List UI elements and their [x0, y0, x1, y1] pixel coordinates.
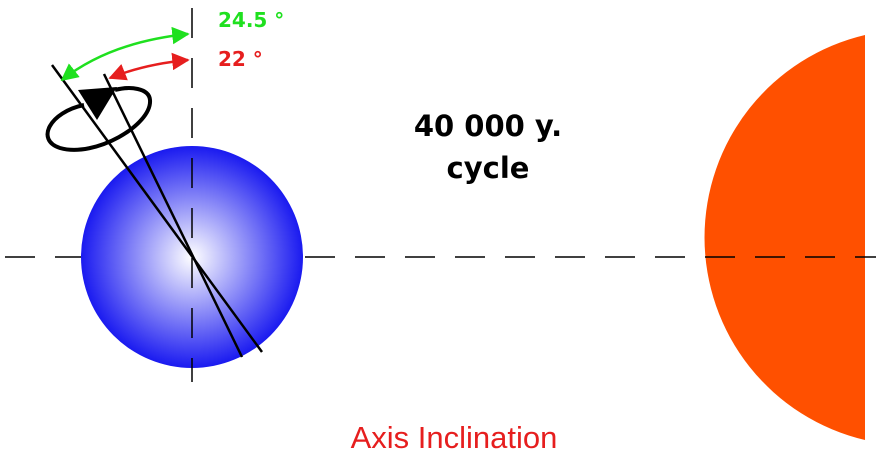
angle-max-label: 24.5 °: [218, 8, 284, 32]
axis-min-tilt: [102, 73, 244, 358]
sun: [704, 35, 865, 440]
cycle-label-line1: 40 000 y.: [414, 109, 562, 143]
diagram-title: Axis Inclination: [351, 420, 558, 455]
angle-arc-max: [60, 26, 190, 82]
cycle-label-line2: cycle: [447, 151, 530, 185]
angle-min-label: 22 °: [218, 47, 263, 71]
axis-max-tilt: [50, 64, 264, 353]
angle-arc-min: [108, 52, 190, 81]
rotation-arrow-icon: [45, 86, 152, 152]
